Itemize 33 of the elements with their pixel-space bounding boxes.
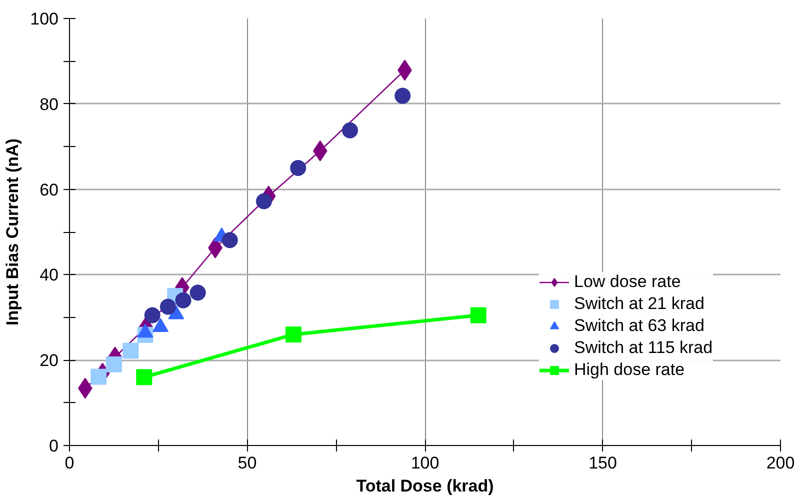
y-tick-label: 80 [40,94,59,114]
point [190,284,206,301]
point [342,122,358,138]
y-axis-title: Input Bias Current (nA) [3,138,22,326]
point [90,368,107,385]
point [160,298,176,315]
y-tick-label: 0 [49,436,59,456]
y-tick-label: 40 [40,266,59,285]
point [136,369,152,386]
legend-label: Switch at 21 krad [574,294,704,314]
point [222,232,238,248]
point [122,342,139,359]
legend-label: Switch at 115 krad [574,338,713,358]
y-tick-label: 20 [40,351,59,370]
x-axis-title: Total Dose (krad) [356,476,494,496]
y-tick-label: 60 [40,180,59,200]
y-tick-label: 100 [30,10,59,28]
x-tick-label: 150 [588,454,617,472]
point [175,292,192,308]
legend-label: Switch at 63 krad [574,316,704,336]
x-tick-label: 200 [766,454,795,472]
point [470,307,486,324]
x-tick-label: 0 [64,454,74,472]
point [256,193,272,210]
x-tick-label: 50 [238,454,257,472]
point [394,88,411,104]
point [106,356,122,372]
legend-label: Low dose rate [574,272,681,292]
point [144,307,160,324]
x-tick-label: 100 [410,454,440,472]
point [285,326,302,342]
point [290,160,306,176]
legend-label: High dose rate [574,360,685,380]
